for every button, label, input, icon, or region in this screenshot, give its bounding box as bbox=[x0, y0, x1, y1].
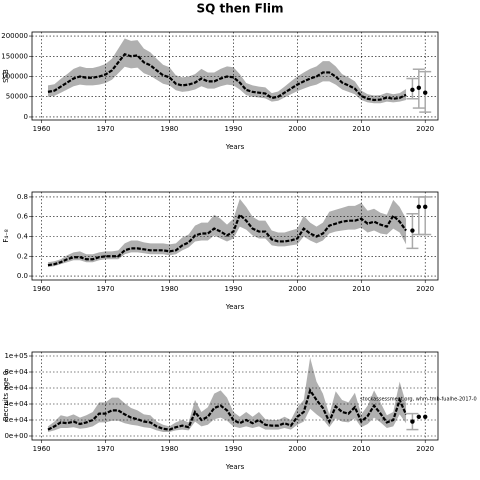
forecast-point bbox=[416, 85, 422, 91]
x-tick-label: 1960 bbox=[33, 445, 51, 453]
y-tick-label: 2e+04 bbox=[4, 416, 28, 424]
confidence-band bbox=[47, 38, 407, 104]
annotation: stockassessment.org, whm-tmb-fualhe-2017… bbox=[360, 397, 477, 403]
plot-frame bbox=[31, 191, 439, 281]
forecast-point bbox=[423, 204, 428, 210]
y-tick-label: 0.6 bbox=[17, 213, 29, 221]
plot-frame bbox=[31, 31, 439, 121]
y-tick-label: 150000 bbox=[1, 52, 28, 60]
forecast-point bbox=[410, 87, 415, 93]
plot-frame bbox=[31, 351, 439, 441]
y-axis-label: SSB bbox=[2, 69, 10, 83]
x-tick-label: 2020 bbox=[416, 285, 434, 293]
median-line bbox=[47, 52, 407, 102]
x-tick-label: 2010 bbox=[352, 285, 370, 293]
y-tick-label: 0.8 bbox=[17, 193, 28, 201]
y-tick-label: 200000 bbox=[1, 32, 28, 40]
y-axis-label: F₄₋₈ bbox=[2, 229, 10, 243]
y-tick-label: 8e+04 bbox=[4, 368, 28, 376]
x-tick-label: 1960 bbox=[33, 125, 51, 133]
x-tick-label: 1990 bbox=[224, 285, 242, 293]
x-tick-label: 2000 bbox=[288, 285, 306, 293]
x-tick-label: 1990 bbox=[224, 445, 242, 453]
y-tick-label: 0 bbox=[24, 113, 28, 121]
y-tick-label: 4e+04 bbox=[4, 400, 28, 408]
forecast-point bbox=[416, 204, 422, 210]
forecast-point bbox=[416, 414, 422, 419]
x-tick-label: 2010 bbox=[352, 445, 370, 453]
x-tick-label: 1980 bbox=[161, 125, 179, 133]
x-tick-label: 1970 bbox=[97, 285, 115, 293]
confidence-band bbox=[47, 357, 407, 432]
y-tick-label: 6e+04 bbox=[4, 384, 28, 392]
x-tick-label: 2020 bbox=[416, 445, 434, 453]
forecast-point bbox=[410, 228, 415, 233]
y-axis-label: Recruits age 0 bbox=[2, 371, 10, 421]
x-tick-label: 2000 bbox=[288, 125, 306, 133]
x-tick-label: 1980 bbox=[161, 445, 179, 453]
x-tick-label: 1960 bbox=[33, 285, 51, 293]
chart-title: SQ then Flim bbox=[196, 2, 283, 16]
x-tick-label: 2010 bbox=[352, 125, 370, 133]
x-tick-label: 2020 bbox=[416, 125, 434, 133]
x-tick-label: 1980 bbox=[161, 285, 179, 293]
median-line bbox=[47, 387, 408, 431]
x-tick-label: 2000 bbox=[288, 445, 306, 453]
y-tick-label: 0e+00 bbox=[4, 432, 28, 440]
forecast-point bbox=[423, 90, 428, 95]
forecast-point bbox=[423, 414, 428, 419]
confidence-band bbox=[47, 198, 407, 268]
y-tick-label: 50000 bbox=[6, 93, 28, 101]
x-axis-label: Years bbox=[225, 463, 245, 471]
y-tick-label: 0.2 bbox=[17, 252, 28, 260]
x-tick-label: 1990 bbox=[224, 125, 242, 133]
x-axis-label: Years bbox=[225, 303, 245, 311]
forecast-point bbox=[410, 419, 415, 424]
median-line bbox=[47, 212, 407, 267]
x-tick-label: 1970 bbox=[97, 445, 115, 453]
y-tick-label: 100000 bbox=[1, 73, 28, 81]
x-tick-label: 1970 bbox=[97, 125, 115, 133]
y-tick-label: 1e+05 bbox=[4, 352, 28, 360]
y-tick-label: 0.4 bbox=[17, 232, 29, 240]
y-tick-label: 0.0 bbox=[17, 272, 28, 280]
x-axis-label: Years bbox=[225, 143, 245, 151]
